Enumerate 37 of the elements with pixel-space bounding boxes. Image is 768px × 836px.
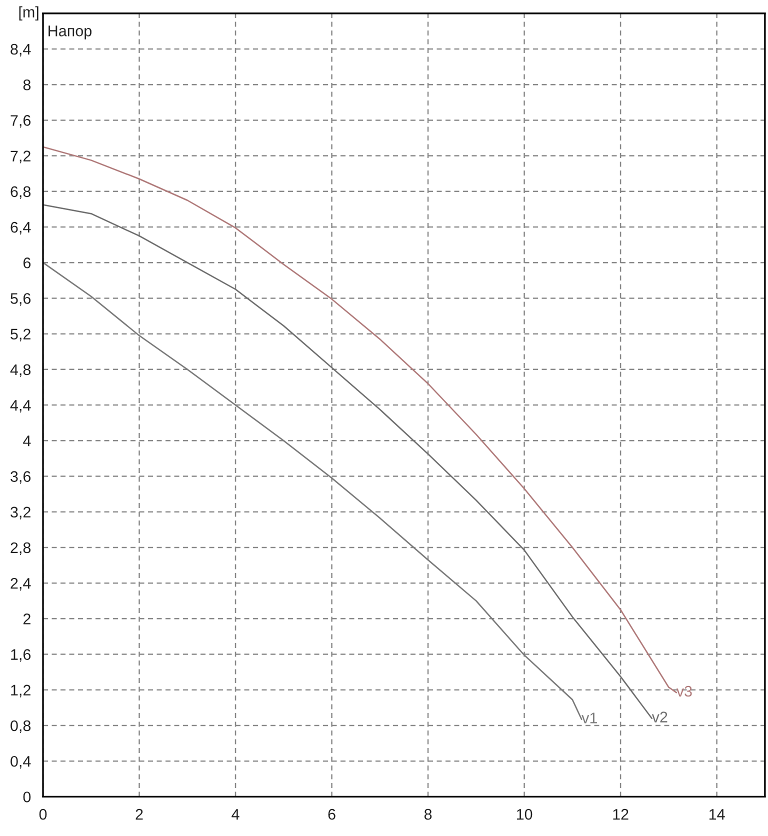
y-tick-label: 2: [23, 614, 30, 624]
y-tick-label: 7,2: [10, 150, 30, 164]
y-tick-label: 6,8: [10, 186, 31, 199]
x-tick-label: 8: [424, 808, 432, 820]
x-tick-label: 12: [613, 808, 628, 820]
y-tick-label: 4: [23, 436, 31, 446]
y-tick-label: 5,2: [10, 328, 30, 342]
y-tick-label: 6,4: [10, 222, 31, 235]
y-tick-label: 1,2: [11, 684, 30, 698]
y-tick-label: 5,6: [10, 293, 31, 306]
y-tick-label: 6: [23, 257, 31, 268]
annotation: Напор: [48, 26, 92, 40]
y-tick-label: 4,4: [10, 400, 31, 413]
y-tick-label: 0,4: [10, 756, 31, 769]
y-tick-label: 2,8: [10, 542, 31, 555]
x-tick-label: 6: [328, 808, 336, 820]
x-tick-label: 4: [232, 809, 240, 820]
y-tick-label: 0,8: [10, 720, 31, 733]
x-tick-label: 2: [136, 808, 143, 820]
x-tick-label: 10: [516, 808, 532, 820]
y-tick-label: 8: [23, 79, 31, 90]
line-series: [43, 262, 582, 720]
y-tick-label: 1,6: [11, 649, 31, 662]
y-tick-label: 0: [23, 792, 31, 802]
x-tick-label: 0: [39, 808, 47, 820]
y-tick-label: 3,2: [10, 506, 30, 520]
series-label: v3: [676, 686, 692, 697]
y-tick-label: 8,4: [10, 44, 31, 56]
series-label: v1: [582, 712, 597, 724]
x-tick-label: 14: [709, 809, 725, 820]
y-tick-label: 2,4: [10, 578, 31, 591]
y-tick-label: 3,6: [10, 471, 31, 484]
y-tick-label: 7,6: [10, 115, 31, 128]
series-label: v2: [652, 712, 668, 722]
y-tick-label: 4,8: [10, 364, 31, 377]
y-axis-title: [m]: [19, 6, 38, 20]
line-series: [43, 146, 678, 694]
